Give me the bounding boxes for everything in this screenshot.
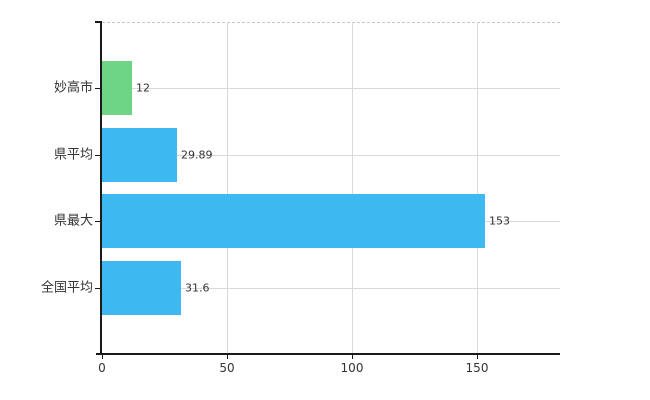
bar-value-label: 12 [136, 81, 150, 95]
x-axis-tick-label: 150 [465, 361, 489, 375]
y-axis-tick [95, 155, 102, 156]
y-axis-top-tick [95, 21, 102, 23]
x-axis-tick [227, 355, 228, 359]
bar-1[interactable] [102, 61, 132, 115]
category-label: 全国平均 [40, 280, 93, 296]
vertical-gridline [352, 22, 354, 354]
y-axis-tick [95, 88, 102, 89]
x-axis-tick [352, 355, 353, 359]
x-axis [96, 353, 560, 355]
y-axis [100, 22, 102, 354]
category-label: 県最大 [53, 213, 93, 229]
x-axis-tick-label: 0 [98, 361, 106, 375]
vertical-gridline [477, 22, 479, 354]
x-axis-tick-label: 100 [340, 361, 364, 375]
category-label: 県平均 [53, 147, 93, 163]
horizontal-gridline [102, 155, 560, 156]
category-label: 妙高市 [53, 80, 93, 96]
horizontal-gridline [102, 88, 560, 89]
bar-3[interactable] [102, 194, 485, 248]
bar-value-label: 29.89 [181, 148, 213, 162]
bar-4[interactable] [102, 261, 181, 315]
y-axis-tick [95, 221, 102, 222]
vertical-gridline [227, 22, 229, 354]
bar-value-label: 31.6 [185, 281, 210, 295]
plot-top-border [102, 22, 560, 23]
x-axis-tick [477, 355, 478, 359]
x-axis-tick-label: 50 [219, 361, 235, 375]
bar-value-label: 153 [489, 214, 510, 228]
y-axis-tick [95, 288, 102, 289]
bar-2[interactable] [102, 128, 177, 182]
horizontal-gridline [102, 288, 560, 289]
x-axis-tick [102, 355, 103, 359]
